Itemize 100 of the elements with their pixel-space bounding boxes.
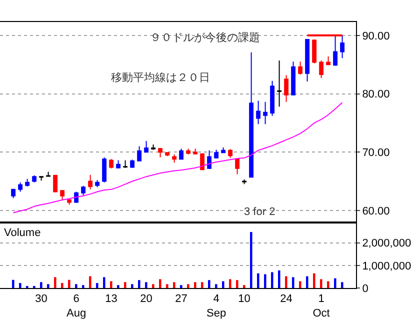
- bar: [40, 282, 42, 288]
- bar: [12, 280, 14, 288]
- x-tick-label: 24: [280, 293, 292, 306]
- candlestick: [284, 74, 288, 102]
- candlestick: [186, 148, 190, 155]
- candlestick: [277, 60, 282, 108]
- candlestick: [60, 190, 65, 200]
- bar: [61, 283, 64, 288]
- annotation: 移動平均線は２０日: [111, 72, 210, 84]
- candlestick: [305, 39, 310, 82]
- candlestick: [53, 174, 58, 193]
- x-tick-label: 20: [140, 293, 152, 306]
- bar: [75, 284, 78, 288]
- bar: [194, 282, 196, 288]
- x-tick-label: 27: [175, 293, 188, 306]
- y-tick-label: 2,000,000: [362, 238, 411, 250]
- candlestick: [95, 180, 100, 188]
- candlestick: [298, 61, 302, 75]
- x-tick-label: 4 Sep: [206, 293, 226, 320]
- candlestick: [249, 52, 254, 178]
- bar: [82, 285, 84, 288]
- bar: [103, 277, 106, 288]
- bar: [68, 280, 70, 288]
- bar: [236, 280, 238, 288]
- bar: [47, 284, 50, 288]
- candlestick: [109, 158, 114, 169]
- candlestick: [291, 61, 296, 96]
- candlestick: [263, 101, 268, 125]
- candlestick: [270, 80, 274, 116]
- bar: [320, 279, 322, 288]
- x-tick-label: 1 Oct: [312, 293, 330, 320]
- candlestick: [200, 152, 204, 171]
- y-tick-label: 0: [362, 282, 368, 295]
- bar: [257, 273, 260, 288]
- chart-title: Volume: [4, 227, 41, 239]
- bar: [124, 282, 126, 288]
- x-tick-label: 6 Aug: [66, 293, 86, 320]
- bar: [117, 285, 120, 288]
- candlestick: [102, 156, 107, 183]
- bar: [278, 270, 280, 288]
- candlestick: [193, 148, 198, 155]
- candlestick: [88, 174, 93, 190]
- bar: [222, 281, 224, 288]
- y-tick-label: 70.00: [362, 146, 390, 159]
- bar: [131, 284, 134, 288]
- candlestick: [165, 152, 170, 157]
- candlestick: [333, 34, 338, 66]
- candlestick: [256, 100, 260, 125]
- candlestick: [67, 198, 72, 206]
- bar: [110, 281, 112, 288]
- bar: [54, 277, 56, 288]
- bar: [229, 279, 232, 288]
- bar: [313, 273, 316, 288]
- candlestick: [312, 39, 316, 64]
- bar: [327, 281, 330, 288]
- bar: [187, 284, 190, 288]
- candlestick: [116, 160, 121, 169]
- bar: [299, 281, 302, 288]
- line-series: [12, 102, 343, 214]
- annotation: ９０ドルが今後の課題: [150, 31, 260, 44]
- candlestick: [207, 150, 212, 170]
- bar: [19, 283, 22, 288]
- candlestick: [228, 148, 232, 158]
- annotation: 3 for 2: [244, 206, 276, 218]
- bar: [180, 285, 182, 288]
- bar: [264, 274, 266, 288]
- bar: [341, 282, 344, 288]
- candlestick: [319, 60, 324, 78]
- candlestick: [32, 174, 37, 183]
- candlestick: [179, 148, 184, 160]
- bar: [215, 284, 218, 288]
- bar: [166, 284, 168, 288]
- bar: [271, 272, 274, 288]
- y-tick-label: 80.00: [362, 88, 390, 101]
- x-tick-label: 13: [105, 293, 118, 306]
- y-tick-label: 90.00: [362, 30, 390, 42]
- y-tick-label: 60.00: [362, 205, 390, 218]
- y-tick-label: 1,000,000: [362, 260, 411, 272]
- bar: [306, 276, 308, 288]
- candlestick: [221, 146, 226, 154]
- candlestick: [25, 178, 30, 187]
- bar: [201, 282, 204, 288]
- bar: [173, 282, 176, 288]
- x-tick-label: 10: [238, 293, 250, 306]
- candlestick: [214, 149, 218, 159]
- candlestick: [39, 176, 44, 182]
- candlestick: [137, 146, 142, 162]
- bar: [145, 282, 148, 288]
- candlestick: [158, 148, 163, 158]
- candlestick: [18, 182, 23, 192]
- candlestick: [144, 140, 149, 153]
- candlestick: [46, 171, 51, 178]
- candlestick: [172, 154, 177, 164]
- candlestick: [11, 188, 16, 199]
- bar: [89, 276, 92, 288]
- bar: [285, 276, 288, 288]
- bar: [152, 284, 154, 288]
- bar: [138, 280, 140, 288]
- candlestick: [151, 144, 156, 150]
- bar: [292, 277, 294, 288]
